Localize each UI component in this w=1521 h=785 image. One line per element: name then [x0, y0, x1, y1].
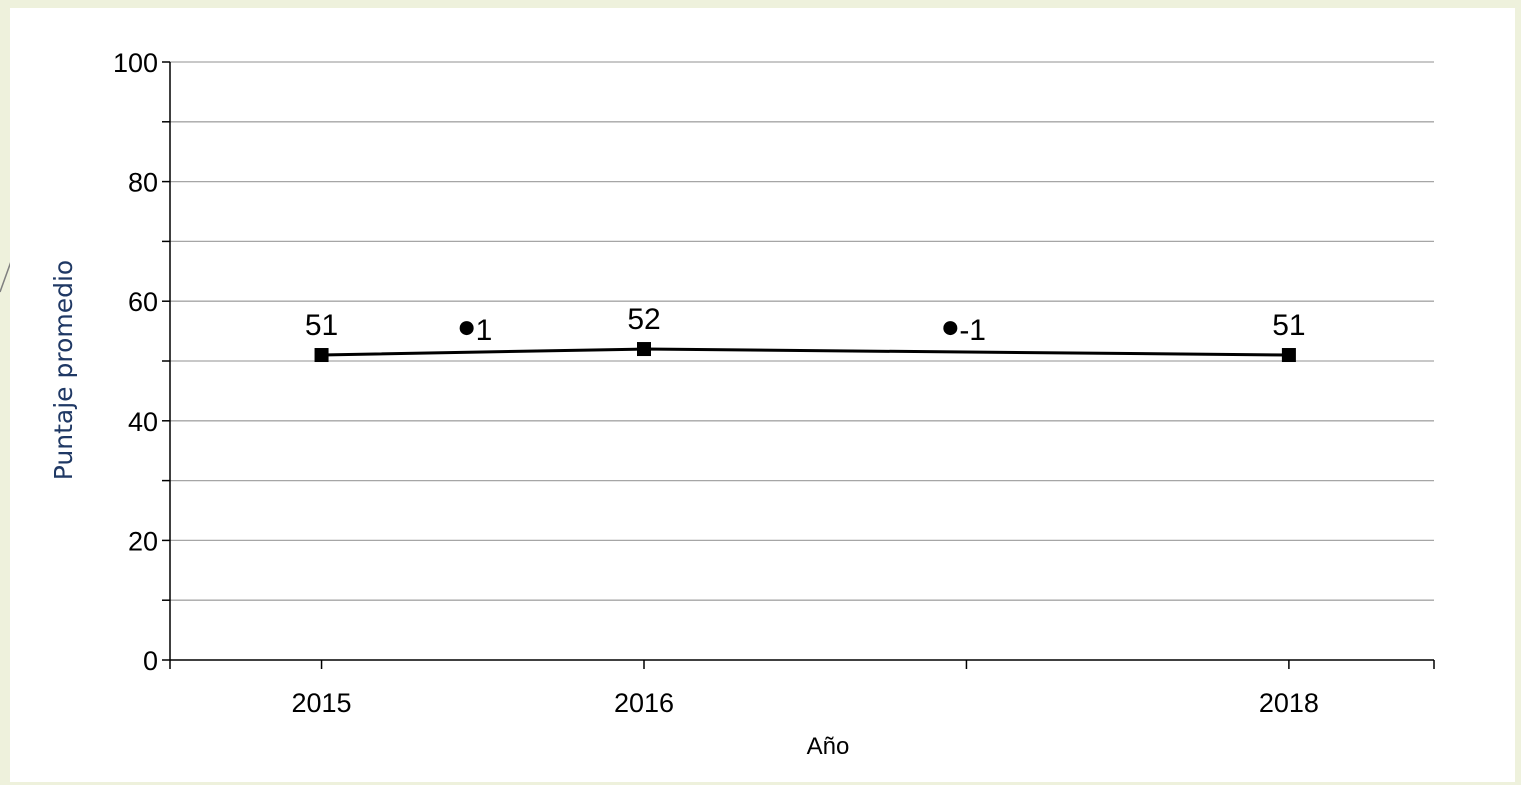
data-label: 51: [305, 309, 338, 342]
gridlines: [170, 61, 1434, 601]
x-axis-title: Año: [807, 733, 850, 760]
labels: 51 52 51 1 -1: [305, 303, 1306, 347]
change-marker: [459, 321, 474, 336]
data-point: [314, 348, 329, 363]
series-path: [321, 347, 1289, 357]
series-line: [314, 342, 1296, 363]
change-label: -1: [959, 314, 986, 347]
axes: 0 20 40 60 80 100 2015 2016 2018: [113, 48, 1435, 718]
y-tick-label: 40: [128, 407, 158, 437]
x-tick-label: 2015: [292, 688, 352, 718]
y-tick-label: 80: [128, 168, 158, 198]
x-tick-label: 2018: [1259, 688, 1319, 718]
y-tick-label: 60: [128, 287, 158, 317]
y-axis-title: Puntaje promedio: [49, 260, 78, 480]
y-tick-label: 20: [128, 526, 158, 556]
x-tick-label: 2016: [614, 688, 674, 718]
change-label: 1: [476, 314, 493, 347]
data-label: 51: [1272, 309, 1305, 342]
data-point: [1281, 348, 1296, 363]
data-point: [637, 342, 651, 357]
change-marker: [943, 321, 958, 336]
chart-panel: [10, 8, 1515, 782]
y-tick-label: 0: [143, 646, 158, 676]
y-tick-label: 100: [113, 48, 158, 78]
data-label: 52: [627, 303, 660, 336]
